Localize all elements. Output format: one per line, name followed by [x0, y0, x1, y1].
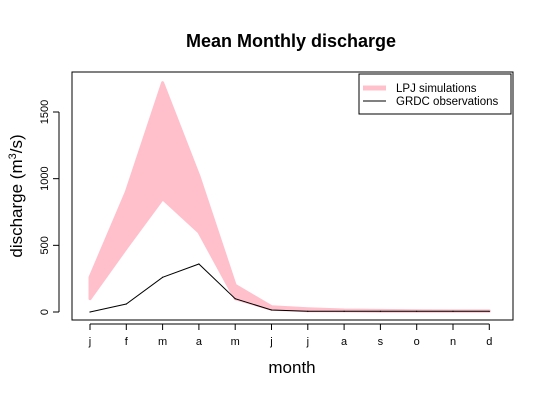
observation-point-3 — [162, 276, 164, 278]
legend-label-lpj: LPJ simulations — [396, 83, 477, 95]
observation-point-8 — [343, 310, 345, 312]
legend-box — [358, 73, 512, 115]
observation-point-4 — [198, 263, 200, 265]
legend: LPJ simulations GRDC observations — [358, 73, 512, 115]
grdc-observation-line — [89, 263, 490, 313]
observation-point-1 — [89, 311, 91, 313]
x-tick-label-11: n — [450, 336, 456, 348]
x-tick-label-10: o — [414, 336, 420, 348]
observation-point-7 — [307, 310, 309, 312]
y-tick-label-0: 0 — [39, 309, 51, 315]
x-tick-label-1: j — [88, 336, 91, 348]
observation-point-9 — [379, 310, 381, 312]
x-tick-label-3: m — [158, 336, 167, 348]
y-axis-title: discharge (m3/s) — [7, 134, 26, 257]
x-tick-label-5: m — [231, 336, 240, 348]
x-tick-label-8: a — [341, 336, 348, 348]
x-tick-label-12: d — [486, 336, 492, 348]
y-tick-label-1500: 1500 — [39, 100, 51, 124]
legend-label-grdc: GRDC observations — [396, 96, 499, 108]
observation-point-5 — [234, 298, 236, 300]
lpj-simulation-band — [88, 81, 491, 313]
x-tick-label-9: s — [378, 336, 384, 348]
observation-point-11 — [452, 310, 454, 312]
x-tick-label-2: f — [125, 336, 129, 348]
plot-area — [88, 81, 491, 313]
observation-point-6 — [270, 309, 273, 311]
x-tick-label-6: j — [269, 336, 272, 348]
chart-title: Mean Monthly discharge — [186, 31, 396, 51]
x-axis-title: month — [268, 358, 315, 377]
plot-frame — [71, 71, 514, 321]
observation-point-2 — [125, 303, 127, 305]
y-tick-label-1000: 1000 — [39, 166, 51, 190]
y-axis: 0 500 1000 1500 — [39, 100, 60, 315]
x-tick-label-7: j — [306, 336, 309, 348]
observation-point-12 — [488, 310, 490, 312]
observation-point-10 — [416, 310, 418, 312]
y-tick-label-500: 500 — [39, 236, 51, 254]
x-tick-label-4: a — [196, 336, 203, 348]
